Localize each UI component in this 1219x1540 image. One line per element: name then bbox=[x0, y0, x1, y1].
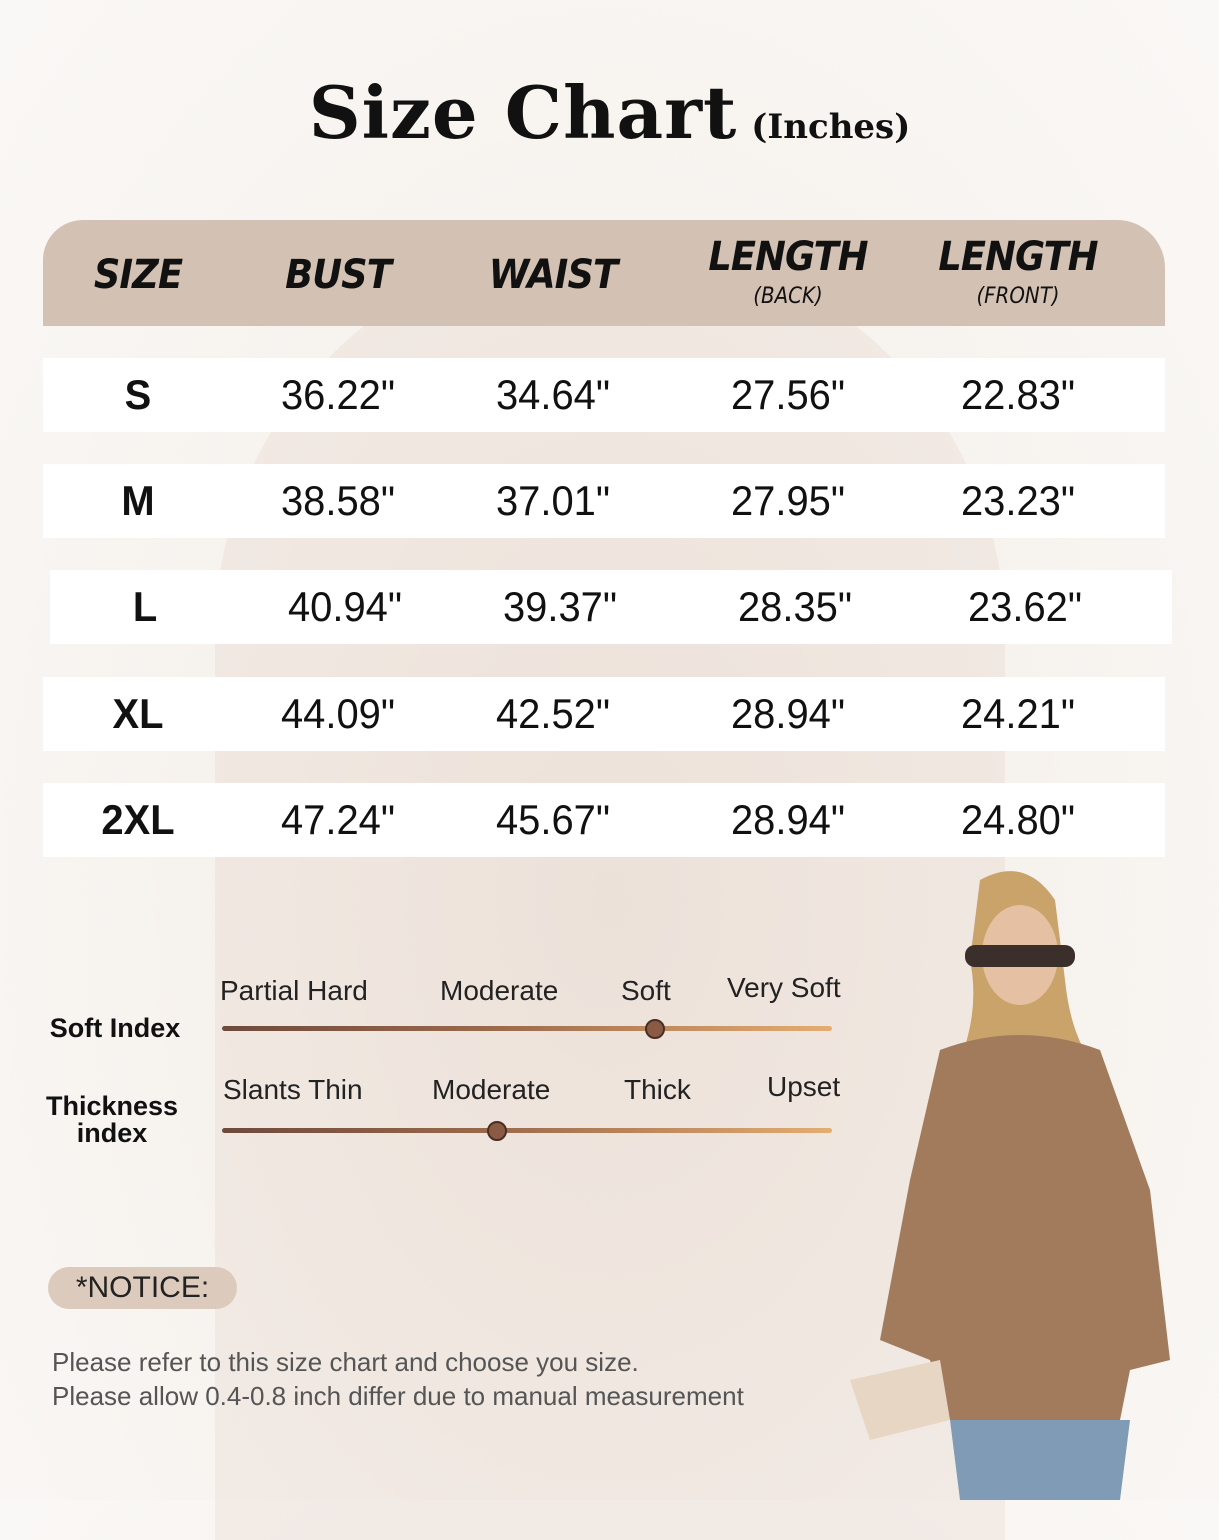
header-length-front: LENGTH bbox=[938, 234, 1098, 280]
background-arch bbox=[215, 240, 1005, 1540]
header-waist: WAIST bbox=[488, 252, 618, 298]
header-length-back-sub: (BACK) bbox=[753, 284, 823, 309]
notice-badge: *NOTICE: bbox=[48, 1267, 237, 1309]
thickness-index-slider bbox=[222, 1120, 832, 1141]
header-length-back: LENGTH bbox=[708, 234, 868, 280]
table-row: XL 44.09" 42.52" 28.94" 24.21" bbox=[43, 677, 1165, 751]
thickness-index-label: Thickness index bbox=[45, 1091, 179, 1148]
cell-waist: 34.64" bbox=[495, 371, 610, 418]
header-length-front-sub: (FRONT) bbox=[976, 284, 1060, 309]
cell-bust: 40.94" bbox=[287, 583, 402, 630]
cell-size: XL bbox=[112, 690, 164, 737]
header-bust: BUST bbox=[285, 252, 392, 298]
cell-waist: 39.37" bbox=[502, 583, 617, 630]
cell-length-front: 24.21" bbox=[960, 690, 1075, 737]
soft-index-slider bbox=[222, 1018, 832, 1039]
cell-bust: 38.58" bbox=[280, 477, 395, 524]
notice-line-2: Please allow 0.4-0.8 inch differ due to … bbox=[52, 1381, 744, 1411]
title-main: Size Chart bbox=[308, 70, 738, 155]
cell-length-back: 28.94" bbox=[730, 690, 845, 737]
cell-size: L bbox=[132, 583, 158, 630]
index-option: Slants Thin bbox=[223, 1074, 363, 1105]
cell-length-back: 27.95" bbox=[730, 477, 845, 524]
cell-length-front: 23.62" bbox=[967, 583, 1082, 630]
cell-length-front: 23.23" bbox=[960, 477, 1075, 524]
cell-size: M bbox=[121, 477, 155, 524]
cell-length-back: 28.94" bbox=[730, 796, 845, 843]
slider-knob bbox=[486, 1120, 507, 1141]
table-row: 2XL 47.24" 45.67" 28.94" 24.80" bbox=[43, 783, 1165, 857]
table-row: L 40.94" 39.37" 28.35" 23.62" bbox=[50, 570, 1172, 644]
cell-size: S bbox=[124, 371, 152, 418]
cell-length-back: 28.35" bbox=[737, 583, 852, 630]
index-option: Soft bbox=[621, 975, 671, 1006]
cell-waist: 37.01" bbox=[495, 477, 610, 524]
slider-knob bbox=[645, 1018, 666, 1039]
cell-length-back: 27.56" bbox=[730, 371, 845, 418]
model-photo bbox=[830, 860, 1219, 1500]
page-title: Size Chart (Inches) bbox=[0, 70, 1219, 155]
cell-size: 2XL bbox=[101, 796, 175, 843]
cell-waist: 42.52" bbox=[495, 690, 610, 737]
table-header: SIZE BUST WAIST LENGTH (BACK) LENGTH (FR… bbox=[43, 220, 1165, 326]
index-option: Upset bbox=[767, 1071, 841, 1102]
table-row: M 38.58" 37.01" 27.95" 23.23" bbox=[43, 464, 1165, 538]
index-option: Very Soft bbox=[727, 972, 841, 1003]
title-unit: (Inches) bbox=[751, 107, 911, 147]
index-option: Thick bbox=[624, 1074, 691, 1105]
soft-index-label: Soft Index bbox=[49, 1013, 181, 1043]
index-option: Partial Hard bbox=[220, 975, 368, 1006]
cell-waist: 45.67" bbox=[495, 796, 610, 843]
cell-length-front: 22.83" bbox=[960, 371, 1075, 418]
cell-bust: 36.22" bbox=[280, 371, 395, 418]
notice-line-1: Please refer to this size chart and choo… bbox=[52, 1347, 639, 1377]
header-size: SIZE bbox=[93, 252, 183, 298]
index-option: Moderate bbox=[432, 1074, 551, 1105]
index-option: Moderate bbox=[440, 975, 559, 1006]
cell-bust: 47.24" bbox=[280, 796, 395, 843]
table-row: S 36.22" 34.64" 27.56" 22.83" bbox=[43, 358, 1165, 432]
cell-bust: 44.09" bbox=[280, 690, 395, 737]
cell-length-front: 24.80" bbox=[960, 796, 1075, 843]
